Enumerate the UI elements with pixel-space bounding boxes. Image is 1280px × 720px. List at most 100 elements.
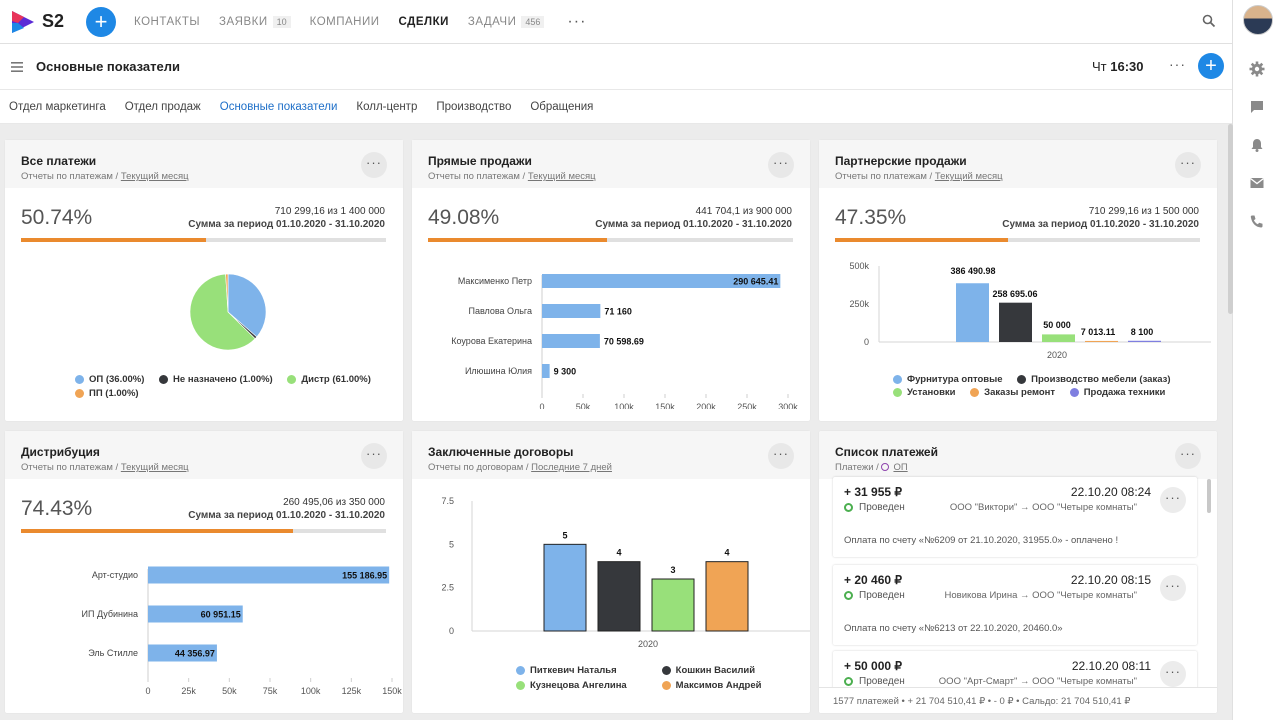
- circle-icon: [881, 463, 890, 471]
- tab-call-center[interactable]: Колл-центр: [356, 100, 418, 113]
- data-label: 8 100: [1131, 327, 1154, 337]
- payment-menu-button[interactable]: ···: [1160, 661, 1186, 687]
- nav-tasks-label: Задачи: [467, 15, 517, 28]
- list-scrollbar[interactable]: [1207, 479, 1211, 513]
- nav-requests-badge: 10: [272, 15, 291, 28]
- payment-item[interactable]: + 31 955 ₽ 22.10.20 08:24 Проведен ООО "…: [833, 477, 1197, 557]
- amount-line: 260 495,06 из 350 000: [283, 497, 385, 508]
- chat-icon[interactable]: [1249, 99, 1265, 115]
- header-more-button[interactable]: ···: [1169, 56, 1186, 72]
- x-tick-label: 150k: [655, 402, 675, 409]
- card-contracts: Заключенные договоры Отчеты по договорам…: [412, 431, 810, 713]
- card-menu-button[interactable]: ···: [1175, 443, 1201, 469]
- status-icon: [844, 677, 853, 686]
- card-menu-button[interactable]: ···: [768, 443, 794, 469]
- progress-fill: [21, 238, 207, 242]
- tab-requests[interactable]: Обращения: [530, 100, 594, 113]
- percent-value: 47.35%: [835, 206, 907, 229]
- gear-icon[interactable]: [1249, 61, 1265, 77]
- progress-bar: [428, 238, 793, 242]
- nav-deals-label: Сделки: [398, 15, 449, 28]
- search-icon[interactable]: [1202, 14, 1216, 28]
- legend-item: ПП (1.00%): [75, 388, 139, 399]
- card-menu-button[interactable]: ···: [768, 152, 794, 178]
- period-link[interactable]: Последние 7 дней: [531, 462, 612, 473]
- logo[interactable]: S2: [10, 9, 86, 35]
- bar: [651, 578, 695, 632]
- period-link[interactable]: Текущий месяц: [120, 462, 189, 473]
- payment-menu-button[interactable]: ···: [1160, 575, 1186, 601]
- y-tick-label: 5: [449, 539, 454, 549]
- card-subtitle-prefix: Отчеты по платежам /: [21, 171, 121, 182]
- pie-slice: [225, 273, 229, 313]
- category-label: Максименко Петр: [458, 276, 532, 286]
- sum-summary: 710 299,16 из 1 500 000 Сумма за период 0…: [1002, 205, 1199, 231]
- tab-production[interactable]: Производство: [436, 100, 512, 113]
- global-add-button[interactable]: +: [86, 6, 116, 37]
- header-add-button[interactable]: +: [1198, 53, 1224, 79]
- legend-dot: [516, 666, 525, 675]
- nav-requests[interactable]: Заявки 10: [219, 15, 291, 28]
- legend-dot: [893, 375, 902, 384]
- x-tick-label: 50k: [222, 686, 237, 696]
- progress-bar: [21, 238, 386, 242]
- dashboard-tabs: Отдел маркетинга Отдел продаж Основные п…: [0, 90, 1232, 124]
- legend-label: Питкевич Наталья: [530, 665, 617, 676]
- bar: [542, 334, 600, 348]
- bar: [1042, 334, 1075, 342]
- payment-note: Оплата по счету «№6213 от 22.10.2020, 20…: [844, 623, 1063, 634]
- card-menu-button[interactable]: ···: [361, 152, 387, 178]
- payment-menu-button[interactable]: ···: [1160, 487, 1186, 513]
- card-subtitle: Отчеты по платежам / Текущий месяц: [835, 171, 1201, 182]
- period-link[interactable]: Текущий месяц: [120, 171, 189, 182]
- payment-item[interactable]: + 20 460 ₽ 22.10.20 08:15 Проведен Новик…: [833, 565, 1197, 645]
- page-header: Основные показатели Чт 16:30 ···: [0, 44, 1232, 90]
- period-line: Сумма за период 01.10.2020 - 31.10.2020: [595, 219, 792, 230]
- legend-label: Производство мебели (заказ): [1031, 374, 1171, 385]
- tab-sales[interactable]: Отдел продаж: [124, 100, 201, 113]
- nav-contacts[interactable]: Контакты: [134, 16, 200, 28]
- clock: Чт 16:30: [1092, 59, 1144, 74]
- payment-date: 22.10.20 08:15: [1070, 573, 1151, 587]
- tab-marketing[interactable]: Отдел маркетинга: [9, 100, 106, 113]
- card-subtitle: Платежи / ОП: [835, 462, 1201, 473]
- y-tick-label: 250k: [849, 299, 869, 309]
- phone-icon[interactable]: [1249, 214, 1265, 230]
- progress-fill: [21, 529, 293, 533]
- card-partner-sales: Партнерские продажи Отчеты по платежам /…: [819, 140, 1217, 421]
- bar: [705, 561, 749, 632]
- mail-icon[interactable]: [1249, 175, 1265, 191]
- bar: [956, 283, 989, 342]
- nav-tasks[interactable]: Задачи 456: [467, 15, 545, 28]
- payment-note: Оплата по счету «№6209 от 21.10.2020, 31…: [844, 535, 1119, 546]
- filter-link[interactable]: ОП: [893, 462, 908, 473]
- data-label: 155 186.95: [342, 571, 387, 581]
- tab-main-indicators[interactable]: Основные показатели: [219, 100, 338, 113]
- legend-dot: [159, 375, 169, 384]
- period-line: Сумма за период 01.10.2020 - 31.10.2020: [188, 510, 385, 521]
- card-menu-button[interactable]: ···: [361, 443, 387, 469]
- card-subtitle-prefix: Отчеты по платежам /: [428, 171, 528, 182]
- data-label: 4: [616, 548, 621, 558]
- data-label: 3: [670, 565, 675, 575]
- pie-chart: [189, 273, 267, 351]
- legend-label: Продажа техники: [1083, 387, 1166, 398]
- hamburger-icon[interactable]: [11, 62, 23, 72]
- distribution-bar-chart: 0 25k 50k 75k 100k 125k 150k Арт-студио 155 186.…: [82, 566, 402, 696]
- category-label: Коурова Екатерина: [451, 336, 532, 346]
- bell-icon[interactable]: [1249, 137, 1265, 153]
- page-scrollbar[interactable]: [1228, 124, 1233, 314]
- payer: ООО "Арт-Смарт": [938, 676, 1018, 687]
- card-subtitle: Отчеты по договорам / Последние 7 дней: [428, 462, 794, 473]
- percent-value: 74.43%: [21, 497, 93, 520]
- card-menu-button[interactable]: ···: [1175, 152, 1201, 178]
- nav-deals[interactable]: Сделки: [399, 16, 449, 28]
- period-link[interactable]: Текущий месяц: [527, 171, 596, 182]
- x-tick-label: 50k: [576, 402, 591, 409]
- category-label: Павлова Ольга: [468, 306, 532, 316]
- period-link[interactable]: Текущий месяц: [934, 171, 1003, 182]
- nav-companies[interactable]: Компании: [310, 16, 380, 28]
- nav-more-button[interactable]: ···: [567, 12, 587, 30]
- x-tick-label: 250k: [737, 402, 757, 409]
- user-avatar[interactable]: [1243, 5, 1273, 35]
